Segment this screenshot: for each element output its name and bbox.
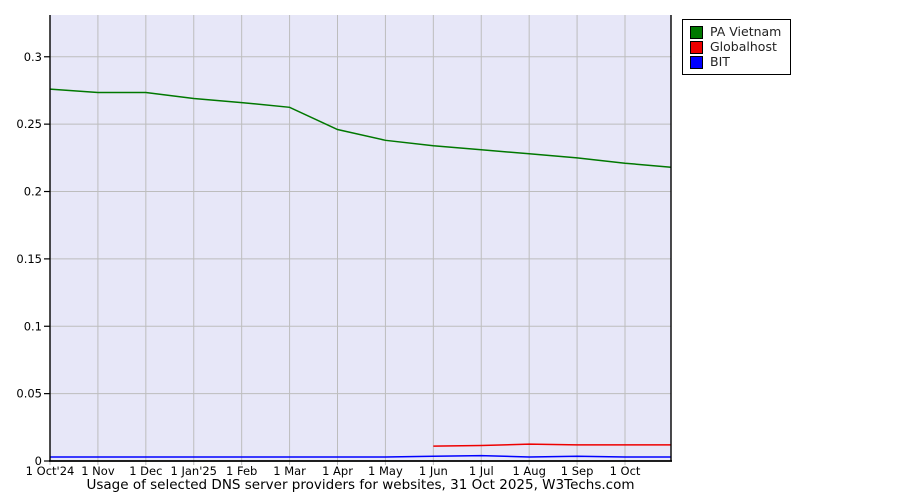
plot-background (50, 15, 671, 461)
legend-label: Globalhost (710, 39, 777, 54)
x-tick-label: 1 Sep (561, 464, 594, 478)
y-tick-label: 0.1 (24, 319, 42, 333)
x-tick-label: 1 Nov (81, 464, 115, 478)
y-tick-label: 0 (35, 454, 42, 468)
x-tick-label: 1 Jan'25 (171, 464, 218, 478)
y-axis-ticks: 0 0.05 0.1 0.15 0.2 0.25 0.3 (16, 50, 50, 468)
x-tick-label: 1 Feb (226, 464, 257, 478)
series-lines (49, 88, 672, 458)
legend-swatch (690, 40, 703, 54)
x-tick-label: 1 Jun (419, 464, 448, 478)
legend: PA Vietnam Globalhost BIT (682, 19, 792, 75)
series-line-bit (50, 454, 671, 458)
y-tick-label: 0.05 (16, 387, 42, 401)
y-tick-label: 0.2 (24, 185, 42, 199)
gridlines (49, 15, 671, 465)
series-line-pa-vietnam (49, 88, 672, 169)
y-tick-label: 0.15 (16, 252, 42, 266)
chart-title: Usage of selected DNS server providers f… (86, 477, 635, 493)
series-line-globalhost (433, 443, 671, 447)
x-axis-ticks: 1 Oct'24 1 Nov 1 Dec 1 Jan'25 1 Feb 1 Mar 1 Ap… (26, 464, 641, 478)
legend-label: PA Vietnam (710, 24, 782, 39)
legend-label: BIT (710, 54, 730, 69)
x-tick-label: 1 Jul (469, 464, 494, 478)
legend-swatch (690, 55, 703, 69)
x-tick-label: 1 Oct'24 (26, 464, 75, 478)
legend-item: Globalhost (690, 40, 781, 54)
legend-item: BIT (690, 55, 781, 69)
axes (49, 15, 672, 462)
y-tick-label: 0.25 (16, 117, 42, 131)
x-tick-label: 1 Apr (322, 464, 353, 478)
y-tick-label: 0.3 (24, 50, 42, 64)
x-tick-label: 1 May (368, 464, 403, 478)
legend-swatch (690, 25, 703, 39)
x-tick-label: 1 Aug (512, 464, 545, 478)
legend-item: PA Vietnam (690, 25, 781, 39)
x-tick-label: 1 Mar (273, 464, 306, 478)
x-tick-label: 1 Oct (610, 464, 641, 478)
x-tick-label: 1 Dec (129, 464, 162, 478)
